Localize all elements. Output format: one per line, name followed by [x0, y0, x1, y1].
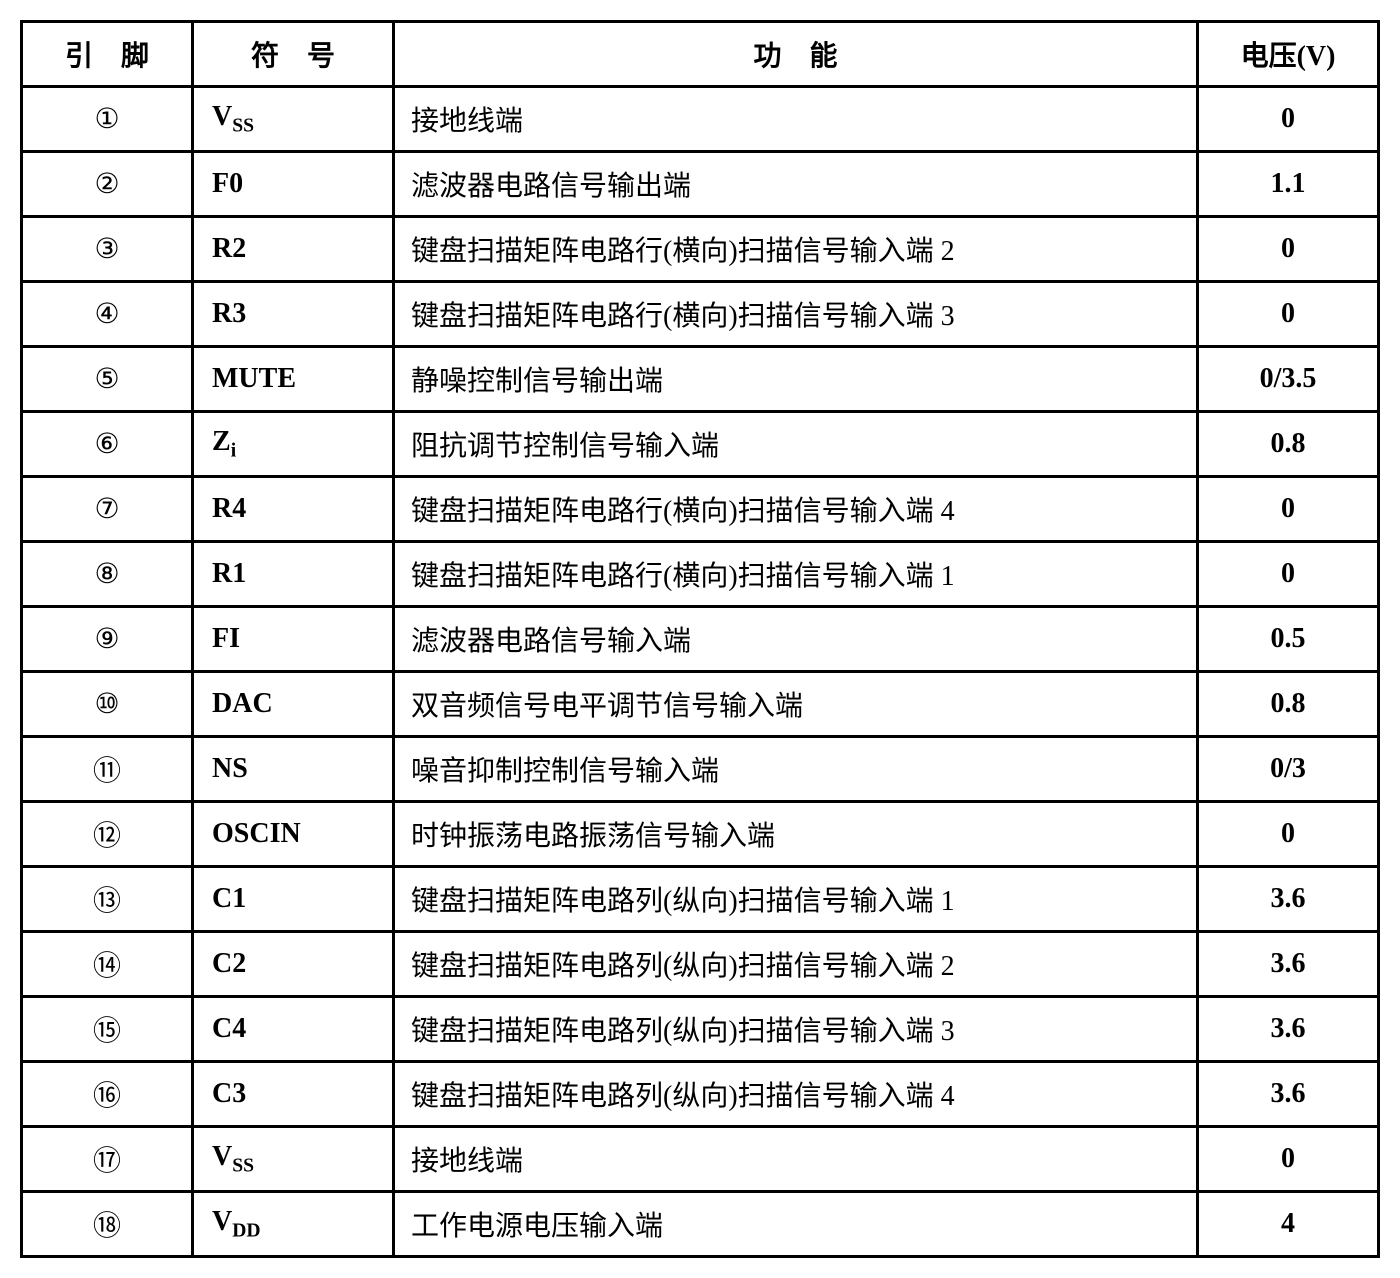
- cell-pin: ④: [22, 282, 193, 347]
- cell-function: 滤波器电路信号输入端: [394, 607, 1198, 672]
- cell-symbol: R1: [193, 542, 394, 607]
- cell-function: 键盘扫描矩阵电路列(纵向)扫描信号输入端 3: [394, 997, 1198, 1062]
- cell-pin: ⑪: [22, 737, 193, 802]
- table-row: ⑨FI滤波器电路信号输入端0.5: [22, 607, 1379, 672]
- cell-voltage: 0: [1198, 1127, 1379, 1192]
- cell-symbol: DAC: [193, 672, 394, 737]
- cell-voltage: 0.5: [1198, 607, 1379, 672]
- pin-table-container: 引 脚 符 号 功 能 电压(V) ①VSS接地线端0②F0滤波器电路信号输出端…: [20, 20, 1380, 1258]
- cell-voltage: 0/3: [1198, 737, 1379, 802]
- table-row: ③R2键盘扫描矩阵电路行(横向)扫描信号输入端 20: [22, 217, 1379, 282]
- cell-pin: ①: [22, 87, 193, 152]
- cell-voltage: 0: [1198, 802, 1379, 867]
- cell-symbol: NS: [193, 737, 394, 802]
- table-row: ⑫OSCIN时钟振荡电路振荡信号输入端0: [22, 802, 1379, 867]
- cell-function: 阻抗调节控制信号输入端: [394, 412, 1198, 477]
- cell-voltage: 3.6: [1198, 997, 1379, 1062]
- cell-pin: ⑧: [22, 542, 193, 607]
- cell-symbol: VSS: [193, 87, 394, 152]
- cell-symbol: VSS: [193, 1127, 394, 1192]
- cell-pin: ③: [22, 217, 193, 282]
- table-row: ⑥Zi阻抗调节控制信号输入端0.8: [22, 412, 1379, 477]
- cell-symbol: C2: [193, 932, 394, 997]
- table-row: ①VSS接地线端0: [22, 87, 1379, 152]
- cell-symbol: OSCIN: [193, 802, 394, 867]
- cell-function: 键盘扫描矩阵电路行(横向)扫描信号输入端 4: [394, 477, 1198, 542]
- header-function: 功 能: [394, 22, 1198, 87]
- cell-pin: ⑮: [22, 997, 193, 1062]
- cell-voltage: 3.6: [1198, 932, 1379, 997]
- cell-function: 双音频信号电平调节信号输入端: [394, 672, 1198, 737]
- cell-voltage: 0/3.5: [1198, 347, 1379, 412]
- cell-pin: ⑬: [22, 867, 193, 932]
- cell-pin: ⑩: [22, 672, 193, 737]
- cell-voltage: 3.6: [1198, 1062, 1379, 1127]
- table-row: ⑭C2键盘扫描矩阵电路列(纵向)扫描信号输入端 23.6: [22, 932, 1379, 997]
- pin-table: 引 脚 符 号 功 能 电压(V) ①VSS接地线端0②F0滤波器电路信号输出端…: [20, 20, 1380, 1258]
- cell-voltage: 0.8: [1198, 672, 1379, 737]
- cell-symbol: Zi: [193, 412, 394, 477]
- cell-voltage: 1.1: [1198, 152, 1379, 217]
- table-row: ⑤MUTE静噪控制信号输出端0/3.5: [22, 347, 1379, 412]
- table-row: ④R3键盘扫描矩阵电路行(横向)扫描信号输入端 30: [22, 282, 1379, 347]
- cell-symbol: FI: [193, 607, 394, 672]
- cell-function: 键盘扫描矩阵电路列(纵向)扫描信号输入端 4: [394, 1062, 1198, 1127]
- table-row: ⑮C4键盘扫描矩阵电路列(纵向)扫描信号输入端 33.6: [22, 997, 1379, 1062]
- cell-function: 键盘扫描矩阵电路行(横向)扫描信号输入端 3: [394, 282, 1198, 347]
- cell-pin: ②: [22, 152, 193, 217]
- table-row: ⑱VDD工作电源电压输入端4: [22, 1192, 1379, 1257]
- table-row: ⑧R1键盘扫描矩阵电路行(横向)扫描信号输入端 10: [22, 542, 1379, 607]
- cell-symbol: R2: [193, 217, 394, 282]
- cell-voltage: 0: [1198, 217, 1379, 282]
- cell-function: 静噪控制信号输出端: [394, 347, 1198, 412]
- cell-function: 噪音抑制控制信号输入端: [394, 737, 1198, 802]
- cell-pin: ⑱: [22, 1192, 193, 1257]
- cell-voltage: 0: [1198, 282, 1379, 347]
- cell-pin: ⑯: [22, 1062, 193, 1127]
- cell-function: 时钟振荡电路振荡信号输入端: [394, 802, 1198, 867]
- table-row: ⑯C3键盘扫描矩阵电路列(纵向)扫描信号输入端 43.6: [22, 1062, 1379, 1127]
- cell-symbol: VDD: [193, 1192, 394, 1257]
- cell-pin: ⑨: [22, 607, 193, 672]
- cell-symbol: C4: [193, 997, 394, 1062]
- cell-function: 键盘扫描矩阵电路列(纵向)扫描信号输入端 1: [394, 867, 1198, 932]
- cell-function: 工作电源电压输入端: [394, 1192, 1198, 1257]
- cell-voltage: 4: [1198, 1192, 1379, 1257]
- cell-symbol: F0: [193, 152, 394, 217]
- cell-voltage: 0.8: [1198, 412, 1379, 477]
- cell-function: 键盘扫描矩阵电路行(横向)扫描信号输入端 2: [394, 217, 1198, 282]
- cell-pin: ⑫: [22, 802, 193, 867]
- cell-symbol: C1: [193, 867, 394, 932]
- cell-pin: ⑭: [22, 932, 193, 997]
- cell-voltage: 0: [1198, 542, 1379, 607]
- cell-function: 键盘扫描矩阵电路行(横向)扫描信号输入端 1: [394, 542, 1198, 607]
- table-row: ⑦R4键盘扫描矩阵电路行(横向)扫描信号输入端 40: [22, 477, 1379, 542]
- table-body: ①VSS接地线端0②F0滤波器电路信号输出端1.1③R2键盘扫描矩阵电路行(横向…: [22, 87, 1379, 1257]
- cell-function: 接地线端: [394, 1127, 1198, 1192]
- header-row: 引 脚 符 号 功 能 电压(V): [22, 22, 1379, 87]
- cell-symbol: C3: [193, 1062, 394, 1127]
- cell-voltage: 3.6: [1198, 867, 1379, 932]
- cell-voltage: 0: [1198, 477, 1379, 542]
- cell-function: 接地线端: [394, 87, 1198, 152]
- cell-symbol: R3: [193, 282, 394, 347]
- cell-function: 滤波器电路信号输出端: [394, 152, 1198, 217]
- header-symbol: 符 号: [193, 22, 394, 87]
- table-row: ⑬C1键盘扫描矩阵电路列(纵向)扫描信号输入端 13.6: [22, 867, 1379, 932]
- table-row: ②F0滤波器电路信号输出端1.1: [22, 152, 1379, 217]
- cell-pin: ⑰: [22, 1127, 193, 1192]
- header-voltage: 电压(V): [1198, 22, 1379, 87]
- table-row: ⑩DAC双音频信号电平调节信号输入端0.8: [22, 672, 1379, 737]
- cell-symbol: MUTE: [193, 347, 394, 412]
- header-pin: 引 脚: [22, 22, 193, 87]
- cell-voltage: 0: [1198, 87, 1379, 152]
- table-row: ⑰VSS接地线端0: [22, 1127, 1379, 1192]
- cell-pin: ⑤: [22, 347, 193, 412]
- cell-pin: ⑥: [22, 412, 193, 477]
- table-row: ⑪NS噪音抑制控制信号输入端0/3: [22, 737, 1379, 802]
- cell-pin: ⑦: [22, 477, 193, 542]
- cell-symbol: R4: [193, 477, 394, 542]
- cell-function: 键盘扫描矩阵电路列(纵向)扫描信号输入端 2: [394, 932, 1198, 997]
